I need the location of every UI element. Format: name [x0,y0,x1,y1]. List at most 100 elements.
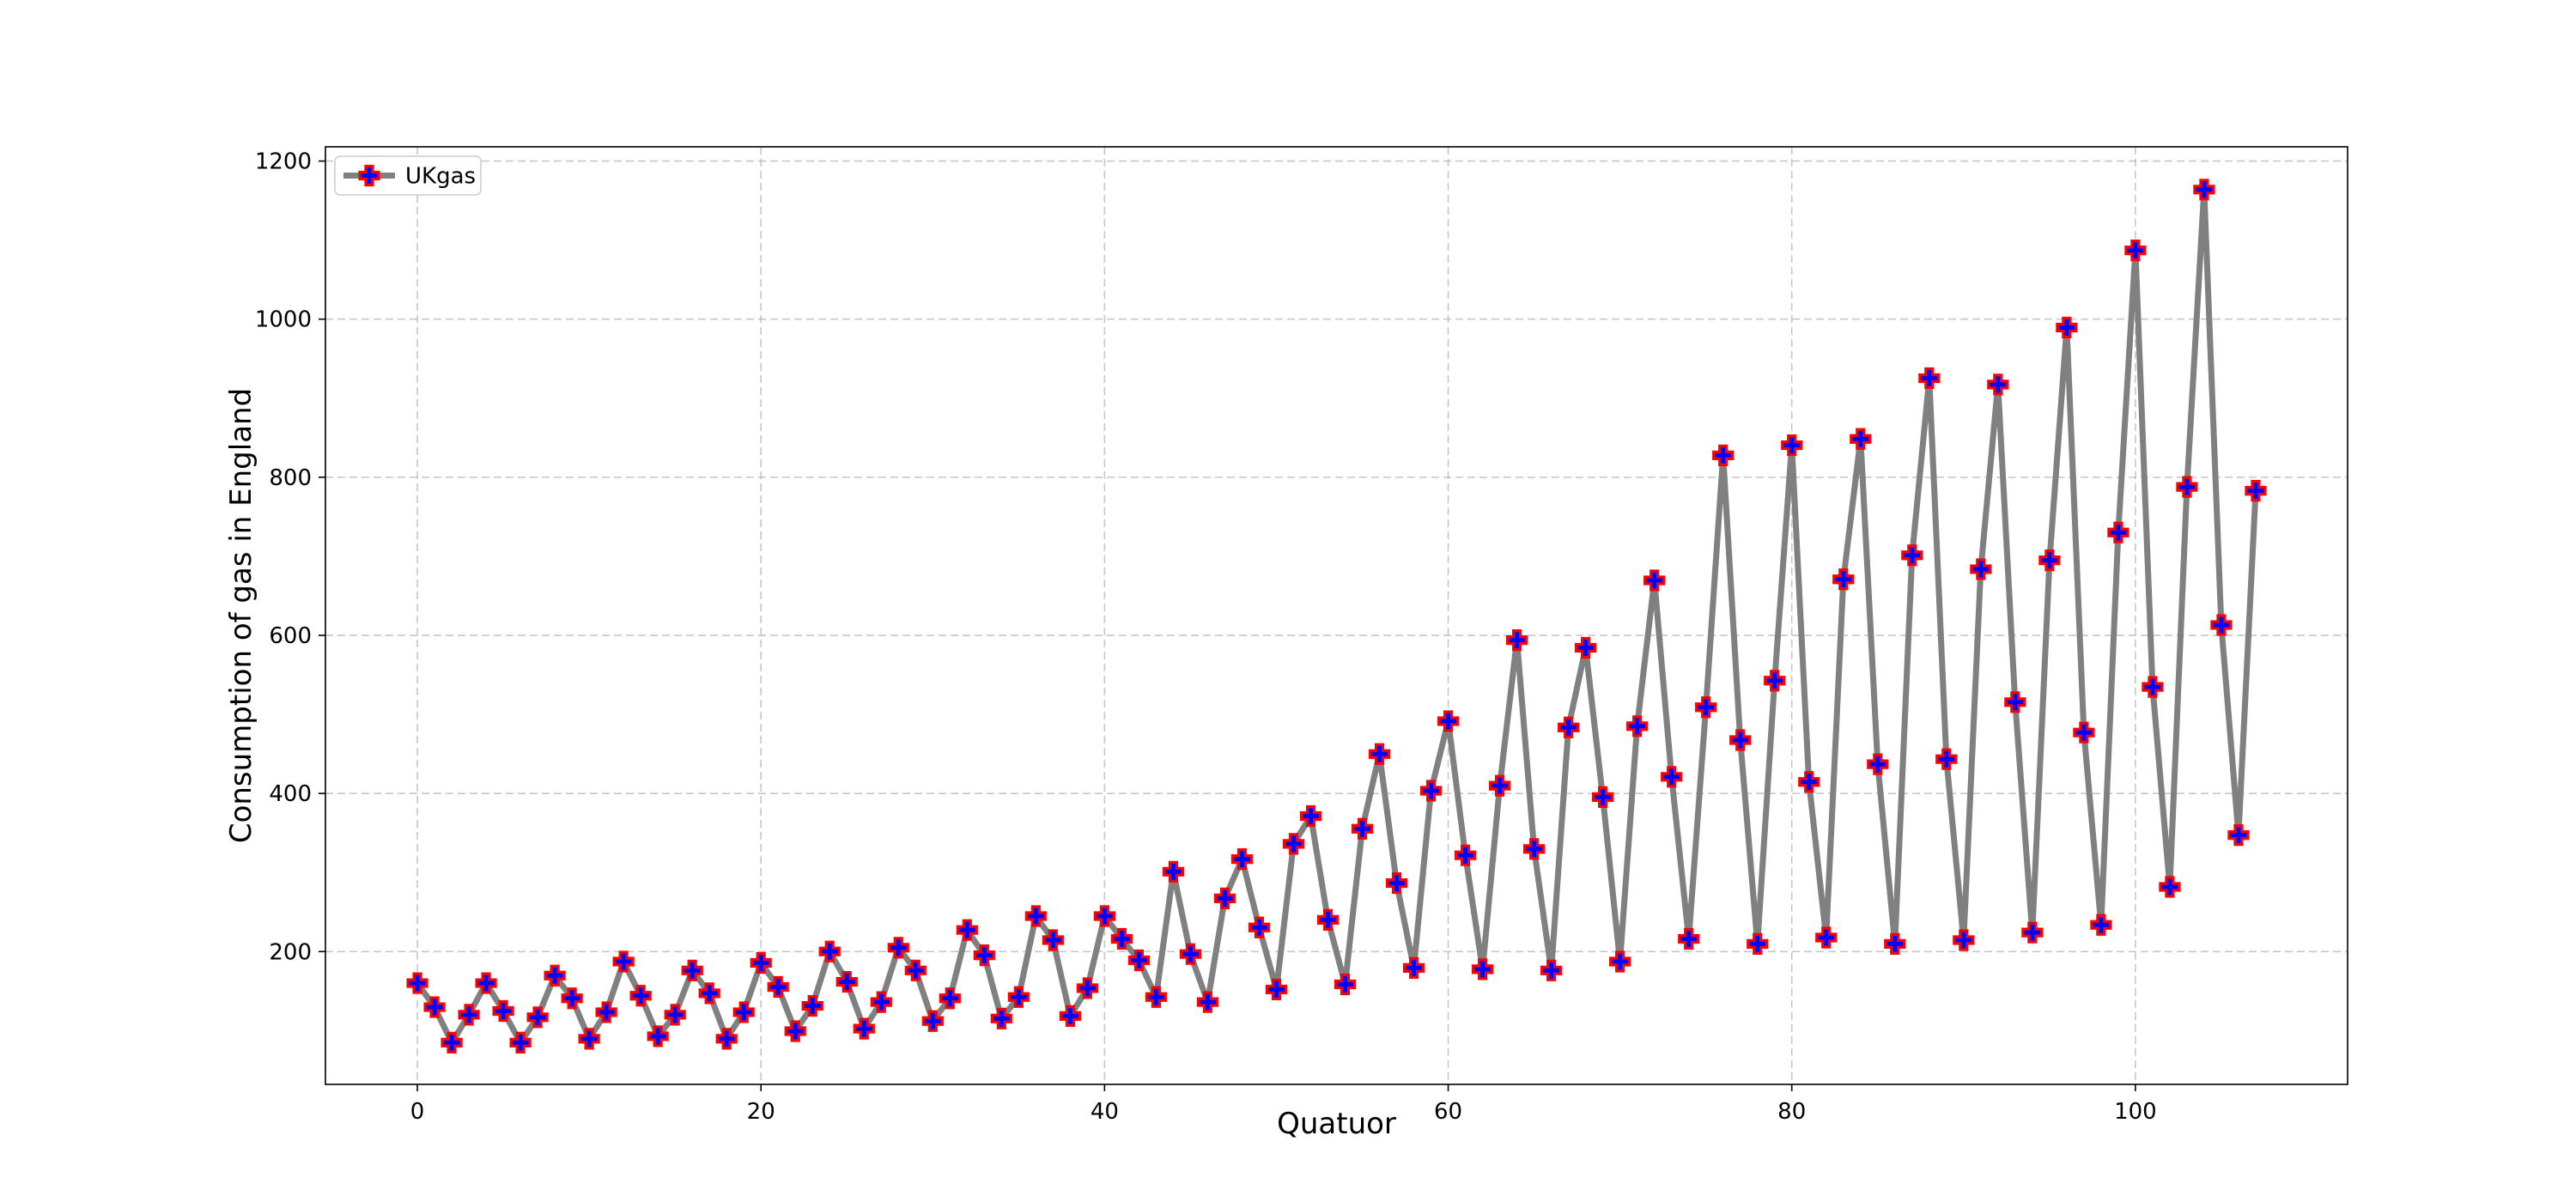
data-point [1316,908,1340,931]
data-point [1987,373,2009,396]
data-point [2245,480,2267,502]
data-point [904,959,927,981]
y-axis-label: Consumption of gas in England [224,388,258,843]
data-point [715,1028,738,1050]
data-point [664,1004,686,1026]
data-point [1815,926,1838,949]
data-point [2021,921,2044,944]
data-point [475,972,497,994]
data-point [1832,568,1855,591]
data-point [1643,569,1666,592]
data-point [887,937,909,959]
data-point [1747,932,1769,955]
data-point [1867,753,1889,775]
data-point [1127,949,1150,972]
data-point [440,1031,463,1053]
axis-ticks: 0 20 40 60 80 100 200 400 600 800 1000 1200 [255,149,2157,1125]
x-tick-label: 0 [410,1099,425,1125]
data-point [1798,771,1820,793]
data-point [1076,977,1098,999]
data-point [956,919,978,941]
data-point [1024,905,1047,927]
data-point [801,994,823,1017]
data-point [1419,780,1443,802]
data-point [1901,544,1923,567]
data-point [2124,240,2147,262]
data-point [561,987,583,1010]
data-point [458,1004,480,1026]
series-line [414,186,2259,1046]
data-point [492,999,514,1023]
data-point [1712,444,1735,466]
data-point [1626,715,1649,738]
data-point [2090,914,2112,936]
data-point [1299,804,1322,828]
data-point [1781,434,1803,457]
y-tick-label: 1200 [255,149,312,175]
data-point [1592,786,1614,809]
data-point [2227,823,2250,847]
data-point [1729,729,1752,751]
data-point [1179,943,1202,965]
data-point [1368,743,1391,765]
data-point [2159,876,2181,898]
data-point [423,996,446,1018]
data-point [1334,973,1357,996]
x-tick-label: 40 [1091,1099,1119,1125]
data-point [784,1020,806,1042]
x-axis-label: Quatuor [1277,1107,1396,1141]
data-point [1402,956,1425,979]
data-point [526,1006,549,1029]
data-point [1970,558,1992,580]
data-point [1059,1005,1081,1027]
data-point [1248,916,1271,938]
data-point [1042,929,1064,951]
data-point [1918,367,1941,390]
data-point [681,959,703,981]
data-point [2107,521,2129,543]
data-point [1093,905,1115,927]
data-point [1196,991,1219,1013]
data-point [767,975,789,999]
data-point [578,1028,600,1050]
data-point [1764,670,1786,692]
data-point [939,987,961,1010]
series-ukgas [406,179,2267,1053]
data-point [406,972,428,994]
data-point [1007,986,1030,1008]
data-point [544,964,566,986]
data-point [1523,838,1546,860]
x-tick-label: 80 [1777,1099,1806,1125]
y-tick-label: 800 [269,465,312,491]
data-point [1609,950,1631,973]
data-point [1695,696,1717,719]
data-point [612,950,635,973]
data-point [1540,959,1563,981]
y-tick-label: 400 [269,781,312,807]
data-point [921,1010,944,1032]
x-tick-label: 20 [747,1099,775,1125]
data-point [973,944,995,967]
data-point [1145,986,1168,1008]
data-point [595,1001,617,1023]
y-tick-label: 200 [269,939,312,965]
data-point [1351,817,1374,840]
data-point [2193,179,2215,201]
data-point [1678,927,1700,950]
legend-marker-sample [358,164,380,187]
data-point [732,1001,755,1023]
data-point [853,1017,875,1040]
data-point [2004,691,2026,713]
data-point [2142,676,2164,698]
data-point [1558,716,1580,738]
data-point [818,940,841,962]
data-point [1110,927,1133,950]
data-point [1850,428,1872,450]
data-point [1385,871,1408,895]
y-tick-label: 1000 [255,307,312,333]
data-point [2073,721,2095,744]
data-point [750,951,772,974]
data-point [2056,316,2078,339]
data-point [1471,958,1494,980]
data-point [2210,614,2233,636]
